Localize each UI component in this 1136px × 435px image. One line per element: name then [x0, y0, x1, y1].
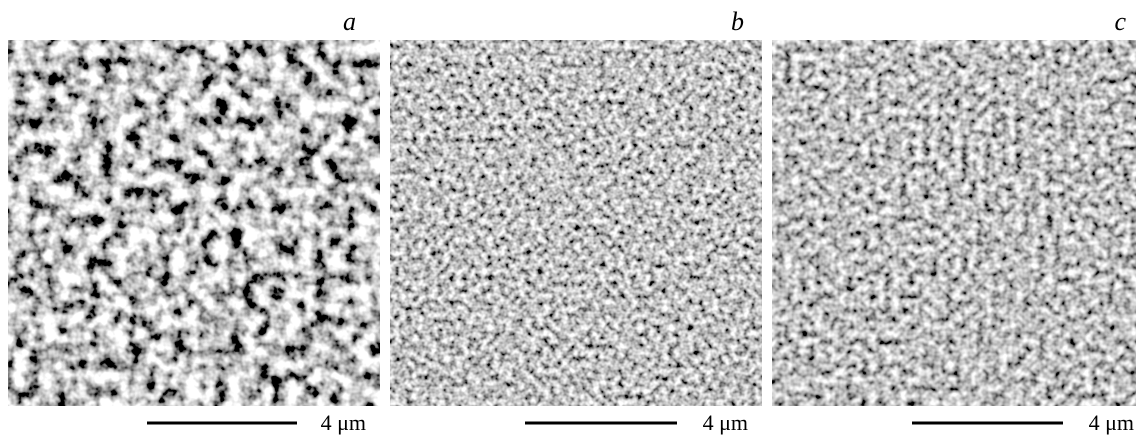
- scale-label: 4 μm: [703, 410, 748, 435]
- scale-label: 4 μm: [1089, 410, 1134, 435]
- panel-label: a: [343, 7, 356, 36]
- micrograph: [8, 40, 380, 406]
- panel-label: b: [731, 7, 744, 36]
- micrograph: [390, 40, 762, 406]
- panel-label: c: [1114, 7, 1126, 36]
- micrograph: [772, 40, 1136, 406]
- scale-label: 4 μm: [321, 410, 366, 435]
